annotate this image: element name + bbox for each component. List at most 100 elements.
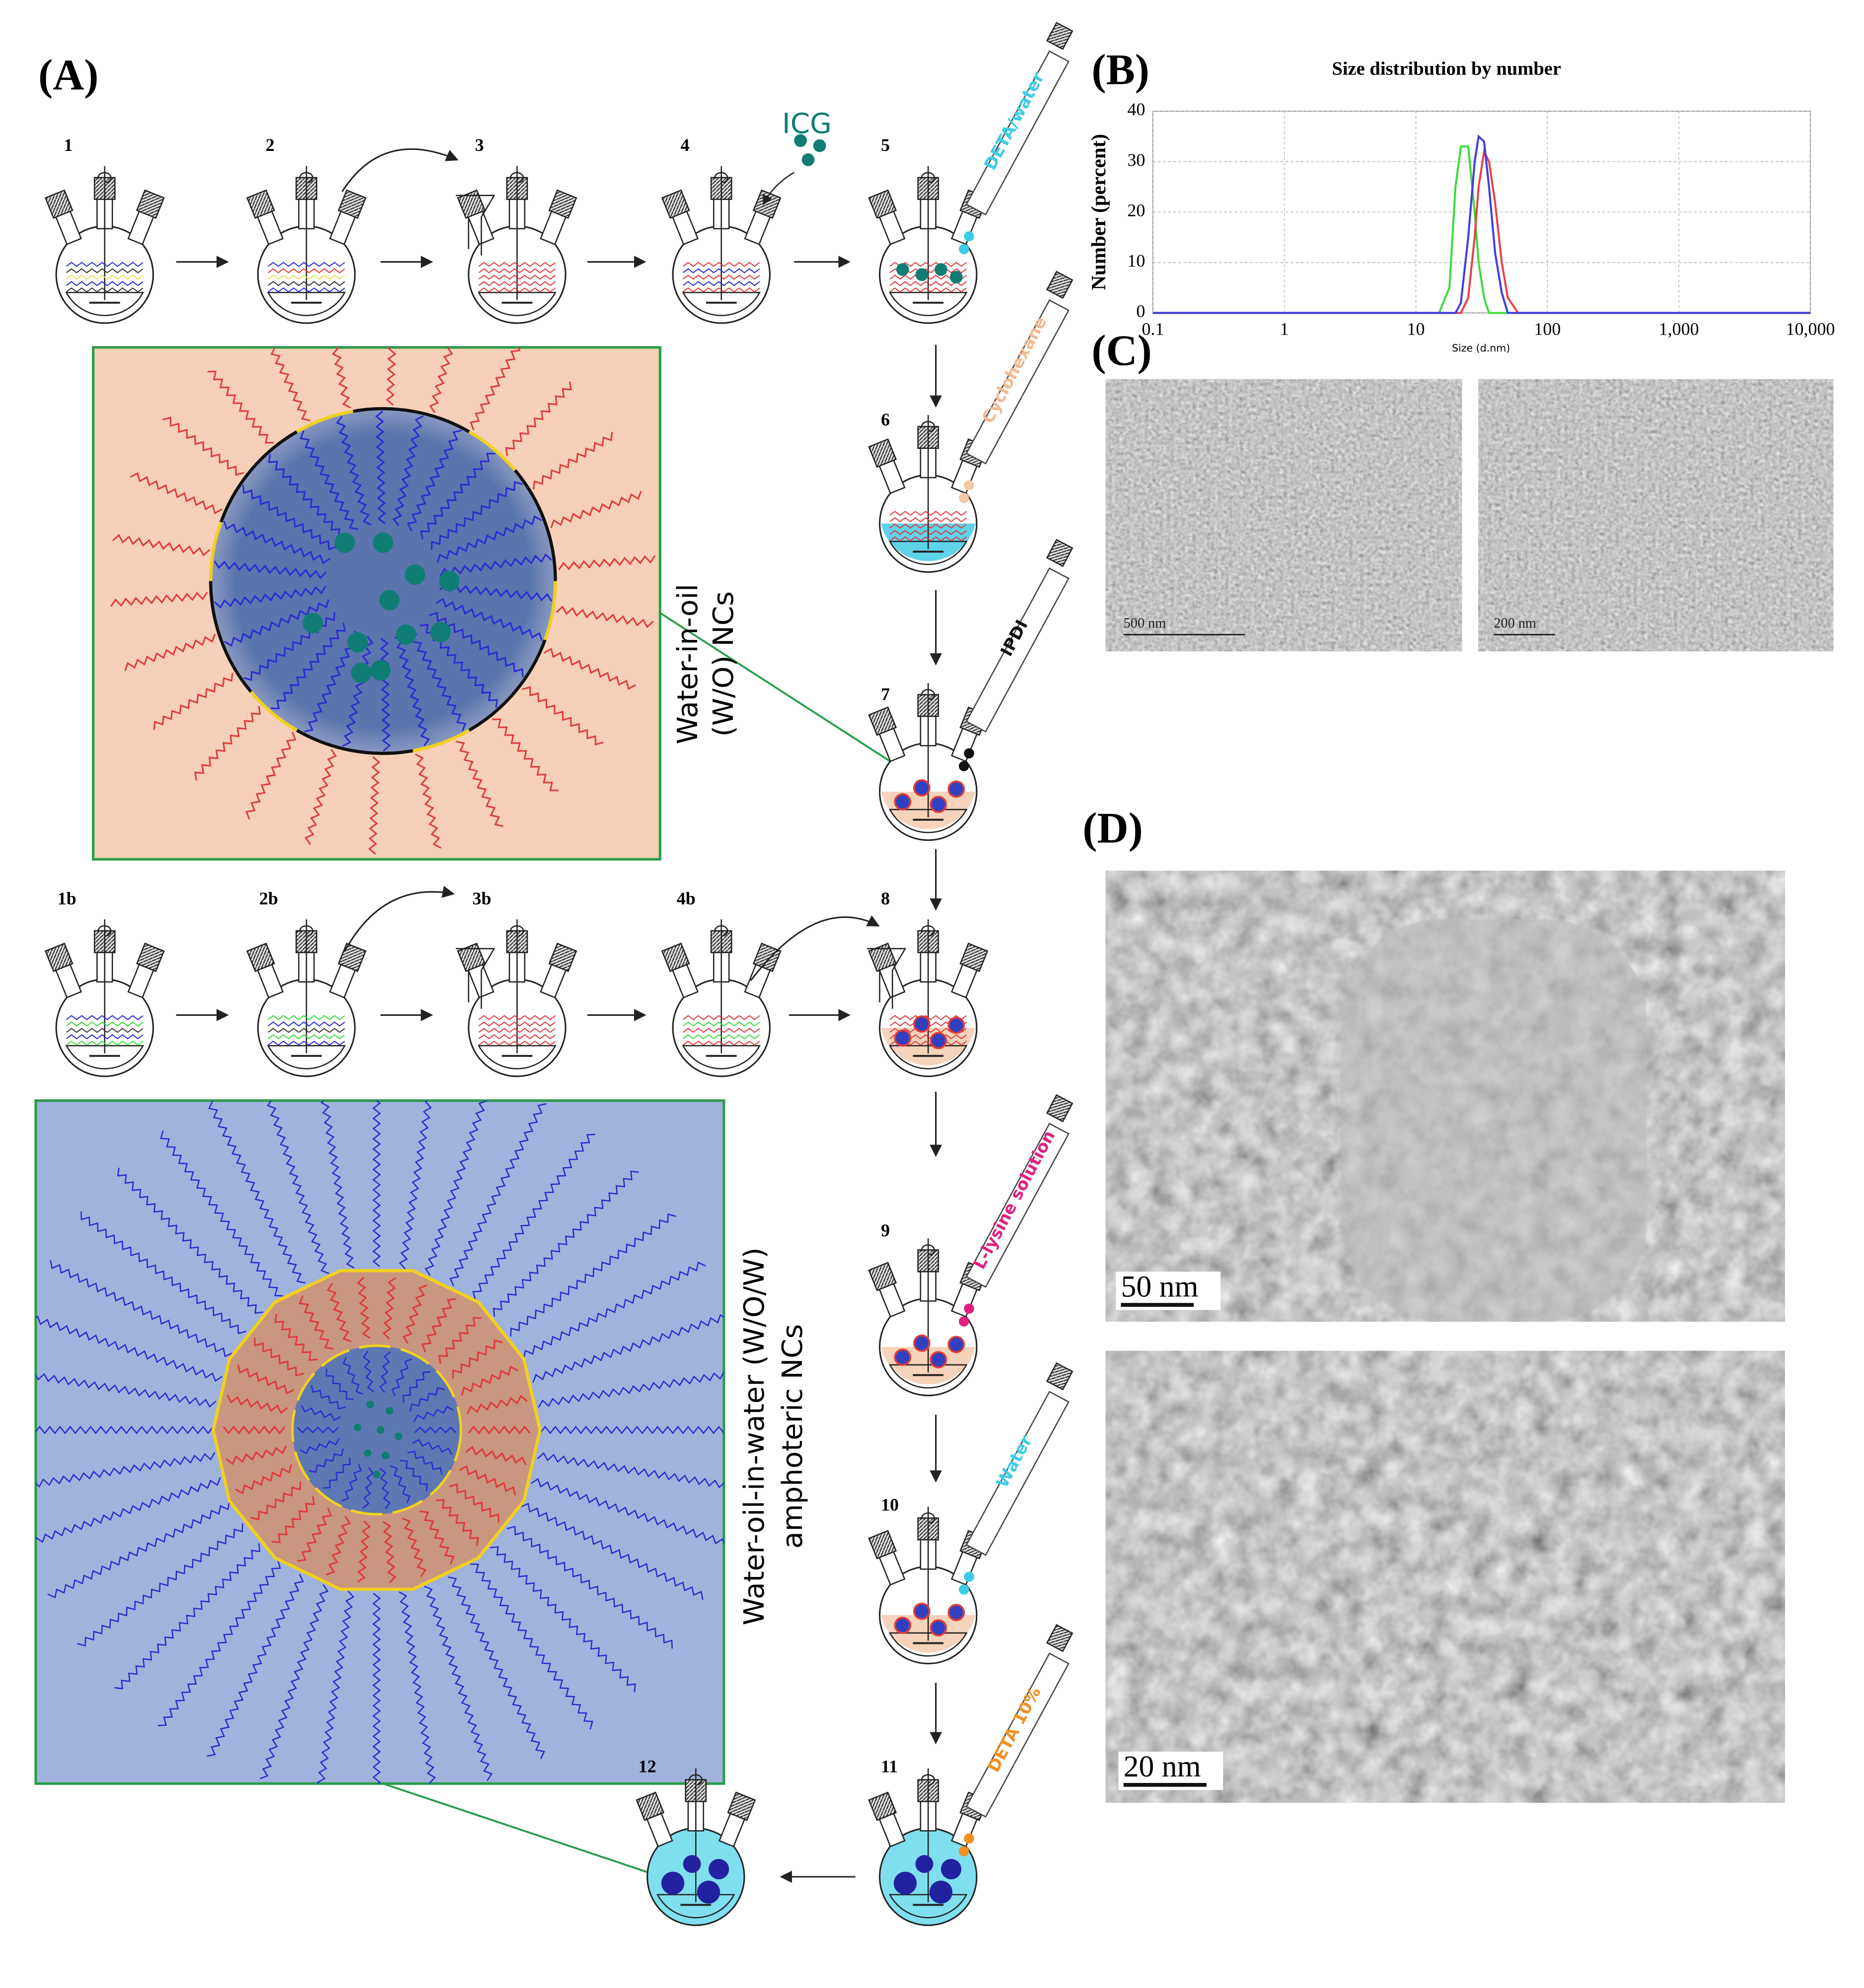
drop [964, 231, 974, 242]
chain [421, 1298, 456, 1352]
chain [235, 1464, 292, 1494]
mantle [65, 291, 144, 316]
chain [316, 1590, 355, 1784]
step-label: 12 [639, 1757, 656, 1776]
particle [915, 268, 929, 281]
chain [35, 1315, 223, 1382]
flask [44, 166, 165, 324]
scale-bar-label: 500 nm [1124, 616, 1166, 631]
reagent-label: L-lysine solution [969, 1127, 1059, 1272]
interface [543, 521, 557, 581]
chain [194, 706, 261, 781]
chain [47, 1501, 230, 1599]
mantle [889, 541, 968, 565]
chain [465, 1446, 527, 1466]
flask [661, 166, 782, 324]
chain [66, 1034, 143, 1040]
chain [114, 1543, 261, 1690]
step-label: 1 [64, 135, 73, 155]
chain [245, 731, 296, 820]
stopper [246, 942, 275, 972]
mantle [889, 1894, 968, 1918]
chain [342, 636, 374, 747]
interface [353, 407, 414, 413]
chain [424, 1585, 493, 1781]
chain [35, 1373, 216, 1408]
chain [392, 415, 424, 526]
interface [209, 581, 223, 641]
panel-label: (D) [1082, 804, 1143, 852]
x-axis-label: Size (d.nm) [1452, 342, 1510, 354]
chain [682, 275, 760, 280]
particle [947, 1016, 965, 1034]
mantle [65, 1045, 144, 1069]
chain [468, 1425, 531, 1434]
chain [362, 1467, 374, 1509]
icg-dot [302, 613, 323, 634]
stir-arrow [921, 172, 935, 184]
funnel [455, 195, 496, 256]
stopper [661, 189, 690, 219]
x-tick-label: 10,000 [1786, 319, 1835, 339]
chain [325, 1368, 354, 1400]
chain [110, 591, 208, 607]
step-label: 6 [881, 410, 890, 429]
icg-dot [347, 632, 368, 653]
chain [362, 1350, 374, 1392]
mantle [682, 291, 761, 316]
chain [390, 1465, 411, 1503]
particle [894, 1029, 912, 1047]
stopper [868, 1262, 897, 1291]
particle [934, 263, 947, 276]
chain [399, 1100, 432, 1270]
interface [413, 410, 470, 433]
stopper [136, 189, 165, 219]
chain [455, 740, 503, 827]
icg-dot [405, 564, 426, 585]
icg-dot [439, 570, 460, 591]
chain [537, 1452, 724, 1489]
icg-dot [794, 134, 807, 147]
chain [478, 1015, 556, 1020]
chain [66, 281, 143, 286]
chain [682, 1034, 760, 1040]
panel-label: (B) [1091, 45, 1149, 93]
chain [268, 281, 345, 286]
chain [407, 1450, 443, 1475]
chain [112, 534, 211, 557]
step-label: 4 [680, 135, 689, 155]
stopper [548, 189, 577, 219]
reagent-arrow [762, 172, 794, 206]
chain [402, 1517, 427, 1577]
flask [866, 919, 989, 1077]
chain [478, 281, 556, 286]
icg-dot [363, 1449, 372, 1457]
chain [461, 1365, 518, 1396]
chain [493, 1170, 639, 1317]
chain [505, 381, 572, 456]
drop [958, 1584, 969, 1595]
icg-dot [379, 590, 400, 611]
chain [469, 347, 521, 430]
particle [949, 271, 963, 284]
stopper [338, 189, 367, 219]
chain [682, 262, 760, 267]
chain [222, 1425, 286, 1434]
stopper [868, 1530, 897, 1560]
mantle [267, 291, 346, 316]
scale-bar-label: 50 nm [1121, 1270, 1199, 1303]
chain [298, 1295, 334, 1350]
particle [896, 263, 909, 276]
stir-arrow [921, 1774, 935, 1786]
step-label: 9 [881, 1220, 890, 1240]
interface [468, 691, 516, 732]
x-tick-label: 100 [1534, 319, 1561, 339]
mantle [889, 1632, 968, 1657]
stir-arrow [509, 925, 524, 937]
dropping-funnel [965, 1391, 1070, 1556]
stopper [868, 942, 897, 972]
chain [478, 1040, 556, 1046]
stopper [457, 189, 486, 219]
reagent-label: ICG [782, 107, 832, 140]
chain [889, 517, 967, 522]
